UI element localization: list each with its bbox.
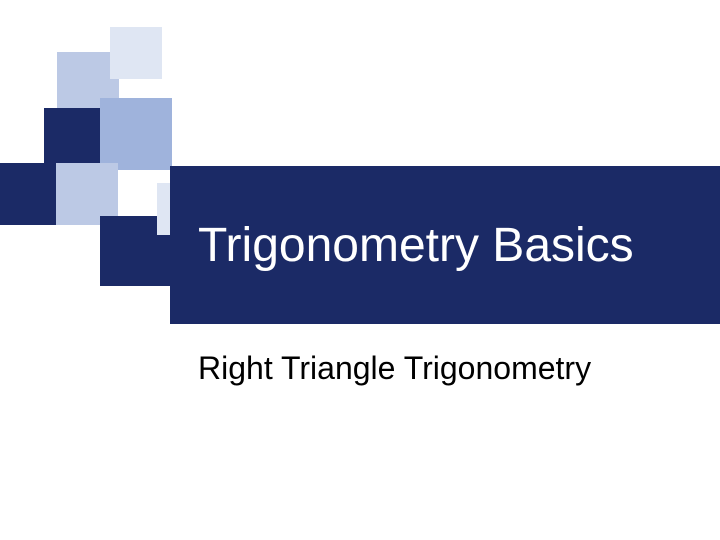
slide-subtitle: Right Triangle Trigonometry [198, 350, 591, 387]
decor-square-1 [110, 27, 162, 79]
slide-title: Trigonometry Basics [198, 218, 634, 273]
decor-square-3 [100, 98, 172, 170]
slide: Trigonometry Basics Right Triangle Trigo… [0, 0, 720, 540]
decor-square-2 [44, 108, 106, 170]
title-band: Trigonometry Basics [170, 166, 720, 324]
decor-square-4 [0, 163, 62, 225]
